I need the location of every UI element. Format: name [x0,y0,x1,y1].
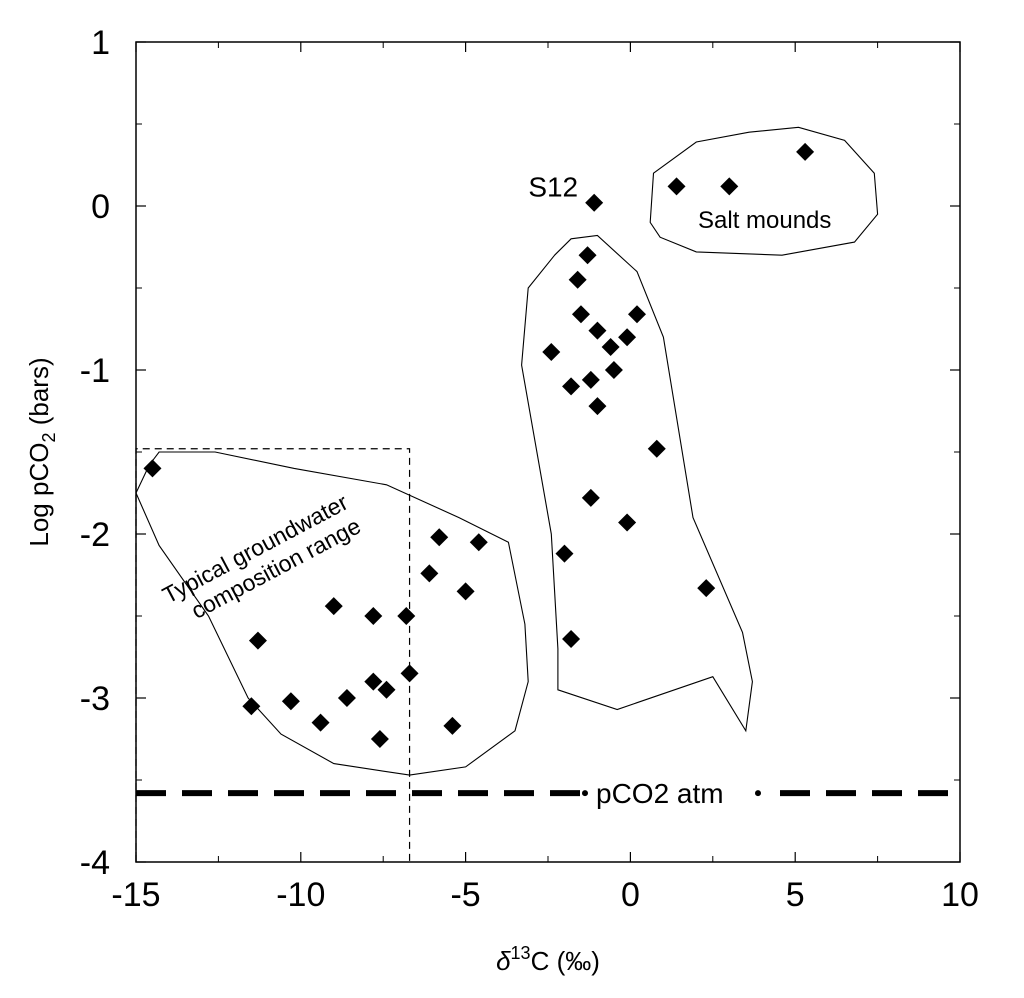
y-axis-title-subscript: 2 [39,433,59,443]
y-tick-label: 1 [91,24,110,62]
data-point [281,692,300,711]
y-axis-title: Log pCO2 (bars) [24,357,59,546]
region-left-group [135,451,529,776]
x-axis-title: δ13C (‰) [496,943,600,976]
y-tick-label: 0 [91,188,110,226]
y-axis-title-rest: (bars) [24,357,54,432]
data-point [397,607,416,625]
data-point [143,459,162,478]
reference-line-group: pCO2 atm [136,778,960,809]
region-middle-group [521,234,753,733]
data-point [430,528,449,547]
reference-line-dot [755,790,761,797]
data-point [720,177,739,196]
data-point [311,713,330,732]
data-point [601,338,620,357]
axis-ticks: -15 -10 -5 0 5 10-4-3-2-101 [80,24,979,914]
x-tick-label: 10 [941,876,979,914]
data-point [588,321,607,340]
reference-line-label: pCO2 atm [596,778,724,809]
data-point [555,544,574,563]
y-axis-title-main: Log pCO [24,443,54,547]
data-point [337,689,356,707]
data-point [370,730,389,748]
data-point [578,246,597,265]
x-tick-label: -5 [450,876,480,914]
data-point [627,305,646,324]
salt-mounds-label: Salt mounds [698,207,831,234]
data-point [647,439,666,458]
x-tick-label: 5 [786,876,805,914]
point-label-s12: S12 [528,172,578,203]
data-point [542,342,561,361]
data-point [588,397,607,416]
data-point [443,716,462,735]
typical-range-outline [135,448,411,862]
data-point [364,672,383,691]
data-point [581,488,600,507]
x-tick-label: -15 [111,876,160,914]
data-point [562,377,581,396]
data-point [469,533,488,552]
x-tick-label: 0 [621,876,640,914]
data-point [364,607,383,625]
typical-range-box [135,448,411,862]
data-point [697,579,716,598]
data-point [585,193,604,212]
data-point [618,513,637,532]
data-point [420,564,439,583]
data-point [377,680,396,699]
data-point [400,664,419,683]
x-tick-label: -10 [276,876,325,914]
data-point [796,142,815,161]
data-point [604,361,623,379]
data-point [562,629,581,648]
group-regions [135,126,879,776]
data-points [143,142,815,748]
data-point [324,597,343,616]
reference-line-dot [582,790,588,797]
x-axis-title-superscript: 13 [511,943,531,963]
y-tick-label: -2 [80,516,110,554]
data-point [456,582,475,601]
y-tick-label: -4 [80,844,110,882]
plot-frame [135,41,961,863]
region-salt-mounds [649,126,879,256]
data-point [618,328,637,347]
x-axis-title-rest: C (‰) [531,946,600,976]
data-point [248,631,267,650]
y-tick-label: -1 [80,352,110,390]
data-point [581,370,600,389]
data-point [571,305,590,324]
x-axis-title-delta: δ [496,946,511,976]
data-point [242,697,261,716]
data-point [667,177,686,196]
data-point [568,270,587,289]
y-tick-label: -3 [80,680,110,718]
